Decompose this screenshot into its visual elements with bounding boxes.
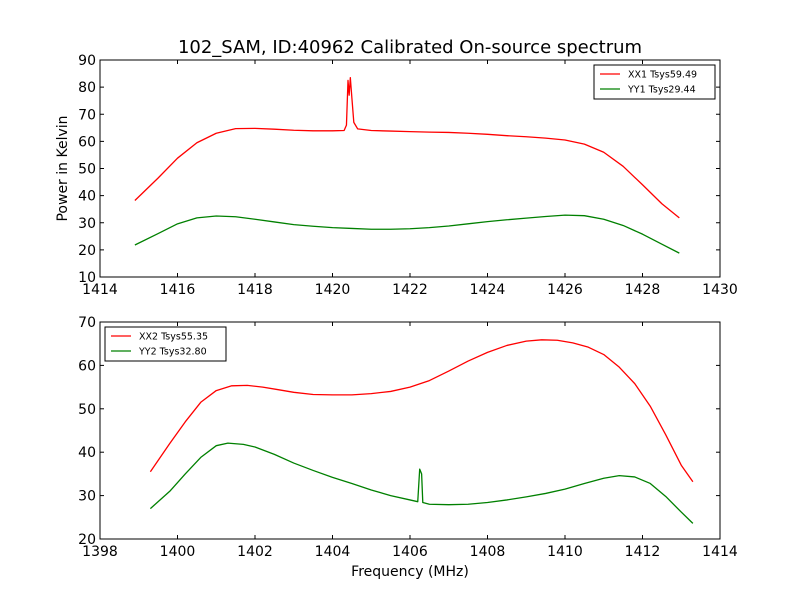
bottom-ytick-label: 50 xyxy=(78,402,96,418)
top-y-axis-label: Power in Kelvin xyxy=(55,115,71,221)
bottom-legend: XX2 Tsys55.35 YY2 Tsys32.80 xyxy=(104,326,227,362)
bottom-xtick-label: 1406 xyxy=(392,544,428,560)
bottom-ytick-label: 60 xyxy=(78,358,96,374)
bottom-ytick-label: 30 xyxy=(78,489,96,505)
bottom-legend-label-2: YY2 Tsys32.80 xyxy=(138,347,207,358)
top-xtick-label: 1430 xyxy=(702,282,738,298)
bottom-xtick-label: 1404 xyxy=(315,544,351,560)
bottom-xtick-label: 1398 xyxy=(82,544,118,560)
top-xtick-label: 1428 xyxy=(625,282,661,298)
top-xtick-label: 1416 xyxy=(160,282,196,298)
top-ytick-label: 10 xyxy=(78,270,96,286)
bottom-legend-box xyxy=(104,326,227,362)
top-ytick-label: 40 xyxy=(78,189,96,205)
bottom-xtick-label: 1408 xyxy=(470,544,506,560)
top-legend: XX1 Tsys59.49 YY1 Tsys29.44 xyxy=(593,64,716,100)
top-xtick-label: 1414 xyxy=(82,282,118,298)
chart-title: 102_SAM, ID:40962 Calibrated On-source s… xyxy=(178,37,642,58)
bottom-ytick-label: 40 xyxy=(78,445,96,461)
top-series-1-line xyxy=(134,76,680,219)
top-ytick-label: 20 xyxy=(78,243,96,259)
bottom-x-axis-label: Frequency (MHz) xyxy=(351,564,469,580)
top-xtick-label: 1424 xyxy=(470,282,506,298)
top-xtick-label: 1422 xyxy=(392,282,428,298)
bottom-ytick-label: 70 xyxy=(78,315,96,331)
top-legend-label-1: XX1 Tsys59.49 xyxy=(628,70,697,81)
top-legend-box xyxy=(593,64,716,100)
top-axes: 1414 1416 1418 1420 1422 1424 1426 1428 1430 10 20… xyxy=(55,53,738,298)
bottom-legend-label-1: XX2 Tsys55.35 xyxy=(139,332,208,343)
top-series-2-line xyxy=(134,214,680,254)
bottom-series-1-line xyxy=(149,339,694,483)
bottom-series-2-line xyxy=(149,442,694,524)
top-ytick-label: 80 xyxy=(78,80,96,96)
top-xtick-label: 1420 xyxy=(315,282,351,298)
bottom-xtick-label: 1410 xyxy=(547,544,583,560)
top-ytick-label: 60 xyxy=(78,134,96,150)
top-xtick-label: 1418 xyxy=(237,282,273,298)
bottom-xtick-label: 1414 xyxy=(702,544,738,560)
bottom-ytick-label: 20 xyxy=(78,532,96,548)
bottom-axes: 1398 1400 1402 1404 1406 1408 1410 1412 1414 20 30… xyxy=(78,315,738,580)
top-xtick-label: 1426 xyxy=(547,282,583,298)
top-legend-label-2: YY1 Tsys29.44 xyxy=(627,85,696,96)
top-ytick-label: 30 xyxy=(78,216,96,232)
top-ytick-label: 70 xyxy=(78,107,96,123)
top-ytick-label: 90 xyxy=(78,53,96,69)
bottom-xtick-label: 1412 xyxy=(625,544,661,560)
bottom-xtick-label: 1402 xyxy=(237,544,273,560)
bottom-xtick-label: 1400 xyxy=(160,544,196,560)
top-ytick-label: 50 xyxy=(78,162,96,178)
